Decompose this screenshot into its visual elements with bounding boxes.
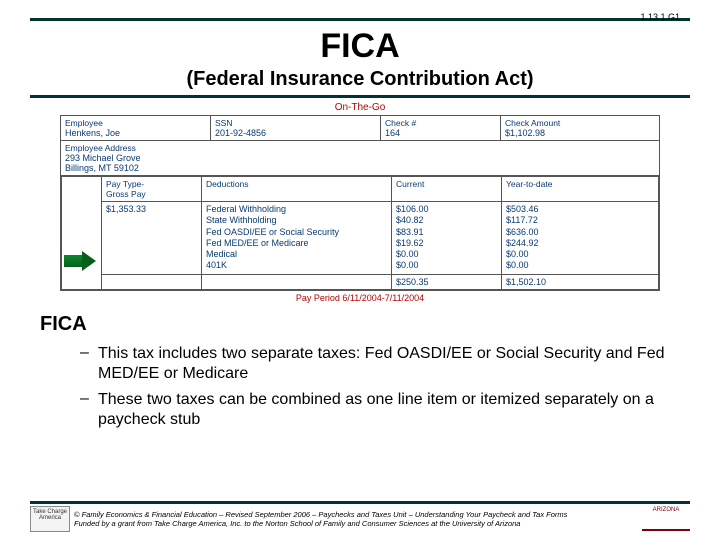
- deduction-name: Medical: [206, 249, 387, 260]
- ytd-header: Year-to-date: [502, 177, 659, 202]
- sponsor-logo-icon: Take Charge America: [30, 506, 70, 532]
- check-value: 164: [385, 128, 496, 138]
- address-label: Employee Address: [65, 143, 655, 153]
- amount-label: Check Amount: [505, 118, 655, 128]
- deduction-ytd-value: $636.00: [506, 227, 654, 238]
- footer: Take Charge America © Family Economics &…: [30, 501, 690, 532]
- deduction-ytd-value: $244.92: [506, 238, 654, 249]
- amount-value: $1,102.98: [505, 128, 655, 138]
- ssn-value: 201-92-4856: [215, 128, 376, 138]
- total-current: $250.35: [392, 274, 502, 289]
- deduction-ytd: $503.46$117.72$636.00$244.92$0.00$0.00: [502, 202, 659, 275]
- footer-line2: Funded by a grant from Take Charge Ameri…: [74, 519, 638, 528]
- deduction-cur-value: $83.91: [396, 227, 497, 238]
- footer-rule: [30, 501, 690, 504]
- check-label: Check #: [385, 118, 496, 128]
- bullet-text: These two taxes can be combined as one l…: [98, 390, 690, 430]
- employee-value: Henkens, Joe: [65, 128, 206, 138]
- deduction-name: Fed MED/EE or Medicare: [206, 238, 387, 249]
- paystub-table: Employee Henkens, Joe SSN 201-92-4856 Ch…: [60, 115, 660, 291]
- footer-line1: © Family Economics & Financial Education…: [74, 510, 638, 519]
- gross-header: Gross Pay: [106, 189, 197, 199]
- ded-header: Deductions: [202, 177, 392, 202]
- paytype-header: Pay Type-: [106, 179, 197, 189]
- dash-icon: –: [80, 344, 98, 384]
- main-title: FICA: [30, 27, 690, 66]
- ssn-label: SSN: [215, 118, 376, 128]
- total-ytd: $1,502.10: [502, 274, 659, 289]
- deduction-ytd-value: $117.72: [506, 215, 654, 226]
- page-code: 1.13.1.G1: [640, 12, 680, 22]
- university-logo-icon: ARIZONA: [642, 507, 690, 531]
- deduction-cur-value: $0.00: [396, 249, 497, 260]
- gross-value: $1,353.33: [106, 204, 197, 214]
- employee-label: Employee: [65, 118, 206, 128]
- top-rule: [30, 18, 690, 21]
- pay-period: Pay Period 6/11/2004-7/11/2004: [60, 293, 660, 303]
- deduction-ytd-value: $0.00: [506, 249, 654, 260]
- bullet-item: –This tax includes two separate taxes: F…: [80, 344, 690, 384]
- dash-icon: –: [80, 390, 98, 430]
- address-line2: Billings, MT 59102: [65, 163, 655, 173]
- arrow-icon: [64, 251, 96, 271]
- deduction-current: $106.00$40.82$83.91$19.62$0.00$0.00: [392, 202, 502, 275]
- deduction-ytd-value: $503.46: [506, 204, 654, 215]
- deduction-cur-value: $19.62: [396, 238, 497, 249]
- bullet-text: This tax includes two separate taxes: Fe…: [98, 344, 690, 384]
- deduction-cur-value: $106.00: [396, 204, 497, 215]
- deduction-names: Federal WithholdingState WithholdingFed …: [202, 202, 392, 275]
- address-line1: 293 Michael Grove: [65, 153, 655, 163]
- subtitle: (Federal Insurance Contribution Act): [30, 68, 690, 91]
- bullet-item: –These two taxes can be combined as one …: [80, 390, 690, 430]
- deduction-name: 401K: [206, 260, 387, 271]
- deduction-name: Federal Withholding: [206, 204, 387, 215]
- section-label: FICA: [40, 313, 690, 336]
- deduction-ytd-value: $0.00: [506, 260, 654, 271]
- cur-header: Current: [392, 177, 502, 202]
- deduction-name: State Withholding: [206, 215, 387, 226]
- deduction-cur-value: $0.00: [396, 260, 497, 271]
- bullet-list: –This tax includes two separate taxes: F…: [80, 344, 690, 430]
- mid-rule: [30, 95, 690, 98]
- paystub: On-The-Go Employee Henkens, Joe SSN 201-…: [60, 102, 660, 303]
- stub-company: On-The-Go: [60, 102, 660, 113]
- deduction-cur-value: $40.82: [396, 215, 497, 226]
- deduction-name: Fed OASDI/EE or Social Security: [206, 227, 387, 238]
